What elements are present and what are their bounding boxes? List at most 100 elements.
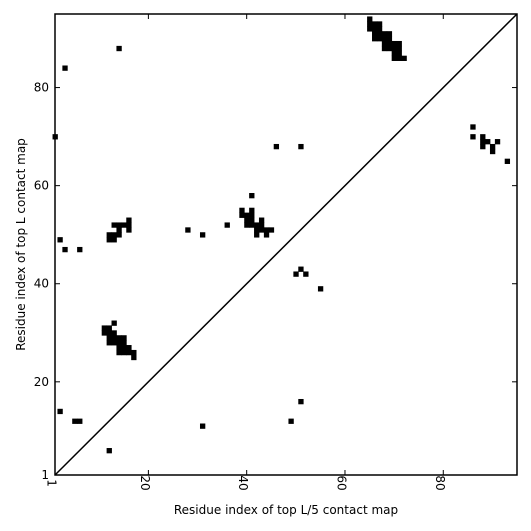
contact-cell xyxy=(367,16,373,22)
contact-cell xyxy=(367,26,373,32)
y-tick-label: 1 xyxy=(41,468,49,482)
contact-cell xyxy=(224,222,230,228)
contact-cell xyxy=(381,31,388,37)
contact-cell xyxy=(372,21,378,27)
contact-cell xyxy=(249,222,255,228)
contact-cell xyxy=(480,134,486,140)
contact-cell xyxy=(111,330,117,336)
contact-cell xyxy=(57,408,63,415)
contact-cell xyxy=(239,212,245,218)
contact-cell xyxy=(376,26,383,32)
contact-cells xyxy=(52,16,511,454)
contact-cell xyxy=(77,246,83,253)
contact-cell xyxy=(106,325,112,331)
contact-cell xyxy=(249,212,255,218)
x-tick-label: 20 xyxy=(138,475,152,490)
contact-cell xyxy=(504,158,511,164)
contact-cell xyxy=(391,40,397,47)
y-tick-label: 40 xyxy=(34,277,49,291)
contact-cell xyxy=(126,217,132,223)
contact-cell xyxy=(199,423,206,429)
contact-cell xyxy=(57,237,63,243)
contact-cell xyxy=(111,222,117,228)
contact-cell xyxy=(254,227,260,233)
contact-cell xyxy=(489,148,496,155)
contact-cell xyxy=(106,237,112,243)
contact-cell xyxy=(293,271,299,277)
x-tick-label: 60 xyxy=(334,475,348,490)
contact-cell xyxy=(249,193,255,199)
contact-cell xyxy=(126,345,132,351)
diagonal-line xyxy=(54,13,518,476)
contact-cell xyxy=(273,143,280,150)
contact-cell xyxy=(126,227,132,233)
contact-cell xyxy=(258,222,265,228)
contact-cell xyxy=(386,36,393,42)
contact-cell xyxy=(106,335,112,341)
contact-cell xyxy=(268,227,275,233)
contact-cell xyxy=(386,40,393,47)
y-tick-label: 80 xyxy=(34,81,49,95)
contact-cell xyxy=(386,31,393,37)
contact-cell xyxy=(185,227,191,233)
contact-cell xyxy=(239,207,245,214)
contact-cell xyxy=(298,266,304,272)
contact-cell xyxy=(494,139,501,145)
contact-cell xyxy=(116,227,122,233)
contact-cell xyxy=(367,21,373,27)
contact-cell xyxy=(116,340,122,346)
contact-cell xyxy=(101,330,108,336)
contact-cell xyxy=(391,45,397,52)
contact-cell xyxy=(303,271,309,277)
y-tick-label: 60 xyxy=(34,179,49,193)
contact-cell xyxy=(116,232,122,238)
contact-cell xyxy=(391,55,397,61)
contact-cell xyxy=(62,246,68,253)
y-tick-label: 20 xyxy=(34,375,49,389)
contact-cell xyxy=(381,40,388,47)
contact-cell xyxy=(111,335,117,341)
contact-cell xyxy=(254,222,260,228)
contact-cell xyxy=(401,55,407,61)
contact-cell xyxy=(381,45,388,52)
contact-cell xyxy=(258,217,265,223)
contact-cell xyxy=(485,139,491,145)
contact-cell xyxy=(396,40,402,47)
contact-cell xyxy=(121,335,127,341)
contact-cell xyxy=(263,227,270,233)
contact-cell xyxy=(376,31,383,37)
x-tick-label: 80 xyxy=(433,475,447,490)
contact-cell xyxy=(298,398,304,405)
contact-cell xyxy=(470,134,476,140)
contact-cell xyxy=(131,354,137,361)
contact-cell xyxy=(263,232,270,238)
contact-cell xyxy=(116,222,122,228)
contact-cell xyxy=(258,227,265,233)
x-axis-label: Residue index of top L/5 contact map xyxy=(174,503,398,517)
contact-cell xyxy=(121,340,127,346)
contact-cell xyxy=(288,418,294,424)
contact-cell xyxy=(298,143,304,150)
contact-cell xyxy=(480,143,486,150)
x-tick-label: 1 xyxy=(45,479,59,487)
contact-cell xyxy=(116,345,122,351)
contact-cell xyxy=(77,418,83,424)
contact-cell xyxy=(372,36,378,42)
x-tick-label: 40 xyxy=(236,475,250,490)
contact-cell xyxy=(116,45,122,52)
contact-cell xyxy=(249,207,255,214)
contact-cell xyxy=(396,45,402,52)
contact-cell xyxy=(381,36,388,42)
contact-cell xyxy=(121,349,127,356)
contact-cell xyxy=(396,50,402,57)
contact-cell xyxy=(470,124,476,130)
contact-cell xyxy=(249,217,255,223)
contact-cell xyxy=(254,232,260,238)
contact-cell xyxy=(489,143,496,150)
contact-cell xyxy=(72,418,78,424)
contact-cell xyxy=(372,31,378,37)
contact-cell xyxy=(121,222,127,228)
contact-cell xyxy=(116,349,122,356)
contact-cell xyxy=(111,237,117,243)
